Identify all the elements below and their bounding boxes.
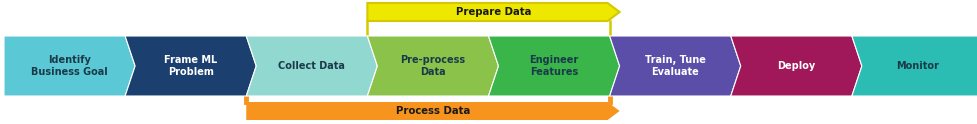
Text: Pre-process
Data: Pre-process Data bbox=[401, 55, 465, 77]
Polygon shape bbox=[4, 36, 135, 96]
Text: Identify
Business Goal: Identify Business Goal bbox=[31, 55, 107, 77]
Polygon shape bbox=[731, 36, 862, 96]
Text: Process Data: Process Data bbox=[396, 106, 470, 116]
Polygon shape bbox=[367, 3, 619, 21]
Polygon shape bbox=[246, 36, 377, 96]
Polygon shape bbox=[367, 36, 498, 96]
Polygon shape bbox=[246, 102, 619, 120]
Text: Train, Tune
Evaluate: Train, Tune Evaluate bbox=[645, 55, 705, 77]
Polygon shape bbox=[125, 36, 256, 96]
Polygon shape bbox=[610, 36, 741, 96]
Text: Engineer
Features: Engineer Features bbox=[530, 55, 578, 77]
Polygon shape bbox=[488, 36, 619, 96]
Text: Deploy: Deploy bbox=[777, 61, 816, 71]
Text: Collect Data: Collect Data bbox=[278, 61, 345, 71]
Polygon shape bbox=[852, 36, 977, 96]
Text: Prepare Data: Prepare Data bbox=[456, 7, 531, 17]
Text: Monitor: Monitor bbox=[896, 61, 939, 71]
Text: Frame ML
Problem: Frame ML Problem bbox=[164, 55, 217, 77]
